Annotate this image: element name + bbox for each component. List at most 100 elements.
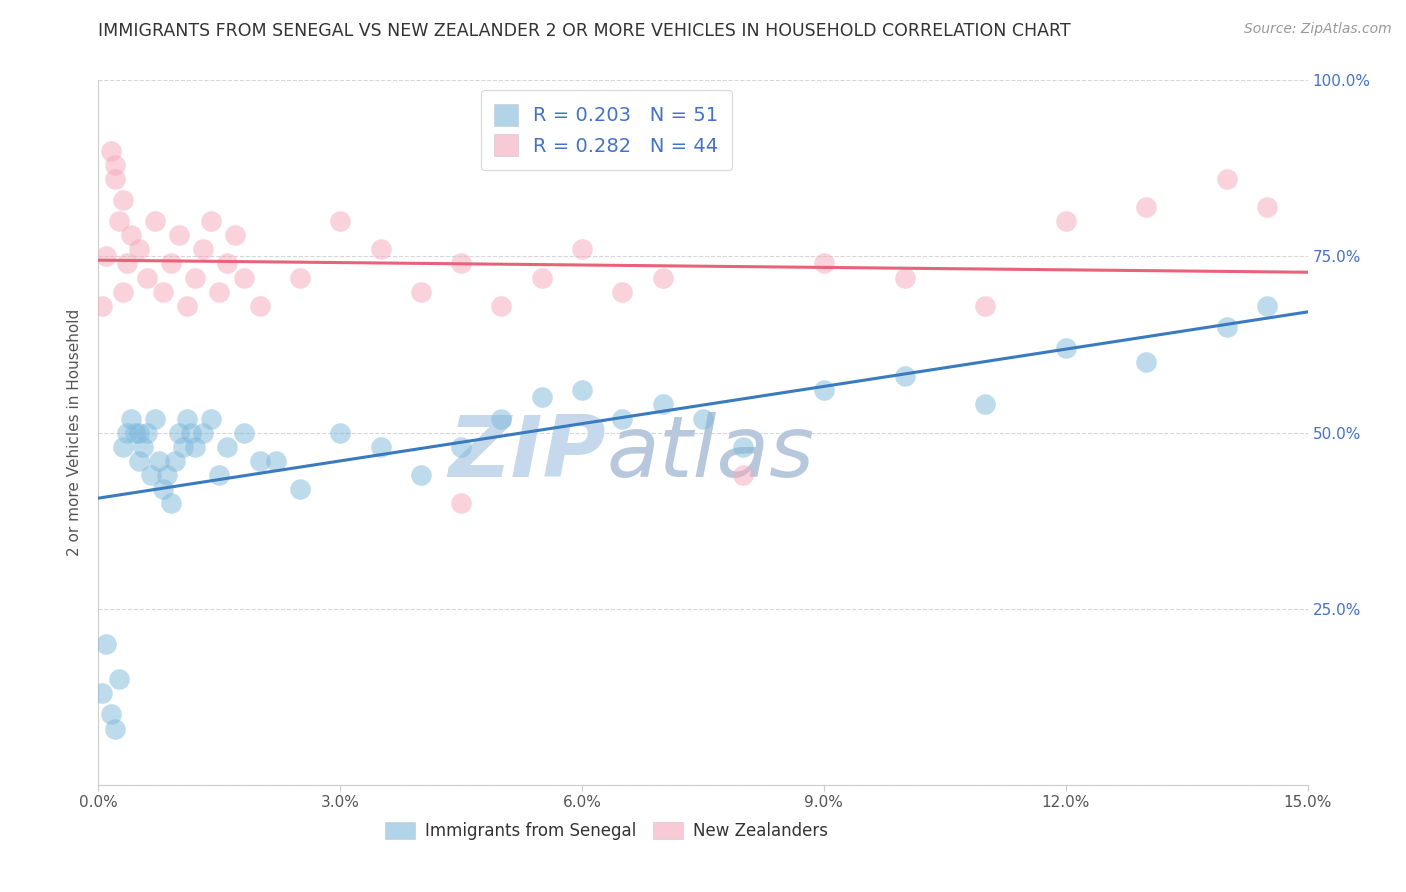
Point [115,256,138,270]
Point [176,299,198,313]
Point [156,467,179,482]
Point [111,193,134,207]
Y-axis label: 2 or more Vehicles in Household: 2 or more Vehicles in Household [67,309,83,557]
Point [111,440,134,454]
Point [409,285,432,299]
Point [135,270,157,285]
Point [193,425,215,440]
Point [651,397,673,411]
Point [193,243,215,257]
Point [208,285,231,299]
Point [974,299,997,313]
Point [176,411,198,425]
Point [1256,200,1278,214]
Point [651,270,673,285]
Point [733,440,755,454]
Point [249,454,271,468]
Point [152,285,174,299]
Point [100,707,122,722]
Point [370,440,392,454]
Point [160,496,183,510]
Text: atlas: atlas [606,412,814,495]
Point [200,214,222,228]
Point [217,256,239,270]
Point [91,299,114,313]
Point [329,425,352,440]
Point [249,299,271,313]
Point [370,243,392,257]
Point [893,369,915,384]
Legend: Immigrants from Senegal, New Zealanders: Immigrants from Senegal, New Zealanders [378,815,834,847]
Point [217,440,239,454]
Point [1054,341,1077,355]
Point [163,454,186,468]
Point [91,686,114,700]
Point [450,256,472,270]
Point [224,228,246,243]
Point [1054,214,1077,228]
Point [107,214,129,228]
Point [813,256,835,270]
Point [232,425,254,440]
Point [148,454,170,468]
Point [128,425,150,440]
Point [184,270,207,285]
Point [612,285,634,299]
Text: Source: ZipAtlas.com: Source: ZipAtlas.com [1244,22,1392,37]
Point [288,482,311,496]
Point [1135,200,1157,214]
Point [264,454,287,468]
Point [107,673,129,687]
Point [692,411,714,425]
Point [974,397,997,411]
Point [1256,299,1278,313]
Point [115,425,138,440]
Point [172,440,194,454]
Point [530,270,553,285]
Point [232,270,254,285]
Point [1135,355,1157,369]
Point [530,391,553,405]
Point [612,411,634,425]
Point [893,270,915,285]
Point [288,270,311,285]
Point [143,411,166,425]
Point [409,467,432,482]
Point [491,299,513,313]
Point [1216,172,1239,186]
Point [184,440,207,454]
Text: ZIP: ZIP [449,412,606,495]
Point [139,467,162,482]
Point [152,482,174,496]
Point [180,425,202,440]
Point [128,243,150,257]
Point [571,384,593,398]
Point [124,425,146,440]
Point [128,454,150,468]
Point [100,144,122,158]
Point [167,425,190,440]
Point [120,228,142,243]
Point [132,440,155,454]
Point [103,158,125,172]
Point [143,214,166,228]
Point [96,637,118,651]
Point [103,722,125,736]
Point [733,467,755,482]
Point [167,228,190,243]
Point [200,411,222,425]
Point [111,285,134,299]
Point [450,496,472,510]
Point [208,467,231,482]
Text: IMMIGRANTS FROM SENEGAL VS NEW ZEALANDER 2 OR MORE VEHICLES IN HOUSEHOLD CORRELA: IMMIGRANTS FROM SENEGAL VS NEW ZEALANDER… [98,22,1071,40]
Point [103,172,125,186]
Point [450,440,472,454]
Point [1216,319,1239,334]
Point [491,411,513,425]
Point [329,214,352,228]
Point [96,249,118,264]
Point [160,256,183,270]
Point [571,243,593,257]
Point [135,425,157,440]
Point [813,384,835,398]
